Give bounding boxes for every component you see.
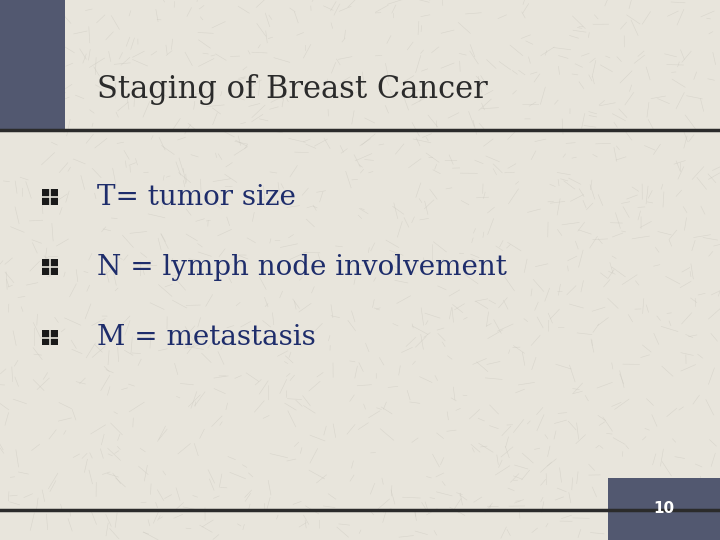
Bar [42, 329, 58, 346]
Text: 10: 10 [654, 502, 675, 516]
Text: M = metastasis: M = metastasis [97, 324, 316, 351]
Text: T= tumor size: T= tumor size [97, 184, 296, 211]
Text: Staging of Breast Cancer: Staging of Breast Cancer [97, 73, 488, 105]
Bar [0, 0, 65, 130]
Bar [608, 478, 720, 540]
Bar [42, 189, 58, 205]
Text: N = lymph node involvement: N = lymph node involvement [97, 254, 507, 281]
Bar [42, 259, 58, 275]
